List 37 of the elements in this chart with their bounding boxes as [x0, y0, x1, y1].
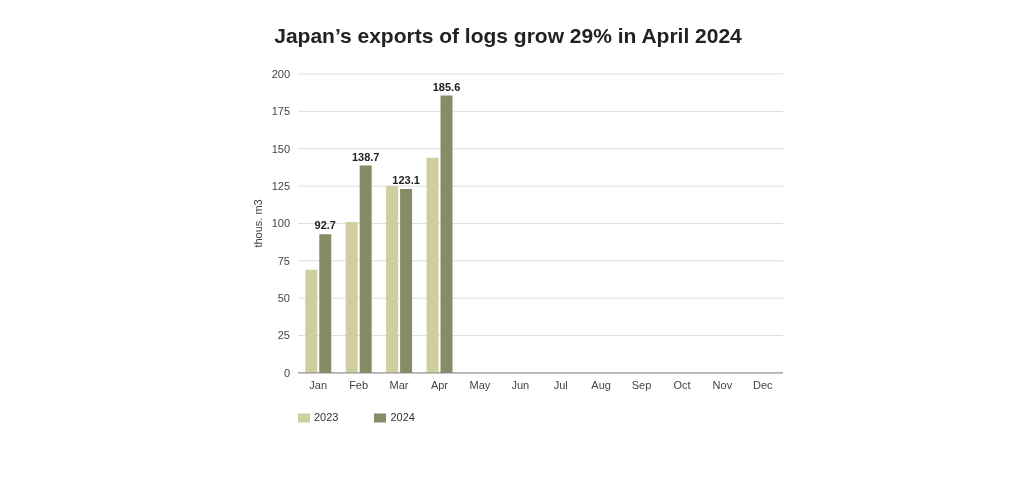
y-tick-label: 50: [277, 292, 290, 305]
y-tick-label: 125: [271, 179, 290, 192]
bar: [359, 165, 372, 373]
x-tick-label: Nov: [712, 378, 733, 391]
bar: [386, 186, 399, 373]
x-tick-label: Mar: [389, 378, 409, 391]
y-tick-label: 100: [271, 217, 290, 230]
x-tick-label: May: [469, 378, 491, 391]
y-tick-label: 25: [277, 329, 290, 342]
bar: [440, 95, 453, 373]
legend-label: 2023: [314, 410, 339, 423]
x-tick-label: Oct: [673, 378, 691, 391]
x-tick-label: Dec: [753, 378, 774, 391]
x-tick-label: Feb: [349, 378, 369, 391]
y-axis-title: thous. m3: [251, 199, 264, 248]
bar: [400, 188, 413, 373]
bar: [319, 234, 332, 373]
y-tick-label: 200: [271, 67, 290, 80]
data-label: 138.7: [351, 150, 380, 163]
x-tick-label: Jul: [553, 378, 568, 391]
x-tick-label: Sep: [631, 378, 652, 391]
x-tick-label: Apr: [430, 378, 449, 391]
y-tick-label: 0: [283, 366, 290, 379]
bar: [426, 157, 439, 373]
y-tick-label: 175: [271, 105, 290, 118]
y-tick-label: 150: [271, 142, 290, 155]
x-tick-label: Jun: [511, 378, 530, 391]
x-tick-label: Aug: [591, 378, 611, 391]
chart-title: Japan’s exports of logs grow 29% in April 2024: [273, 24, 743, 49]
bar: [305, 269, 318, 373]
y-tick-label: 75: [277, 254, 290, 267]
data-label: 123.1: [392, 173, 420, 186]
bar: [345, 221, 358, 373]
x-tick-label: Jan: [309, 378, 328, 391]
data-label: 185.6: [432, 80, 461, 93]
legend-label: 2024: [390, 410, 415, 423]
data-label: 92.7: [314, 219, 336, 232]
